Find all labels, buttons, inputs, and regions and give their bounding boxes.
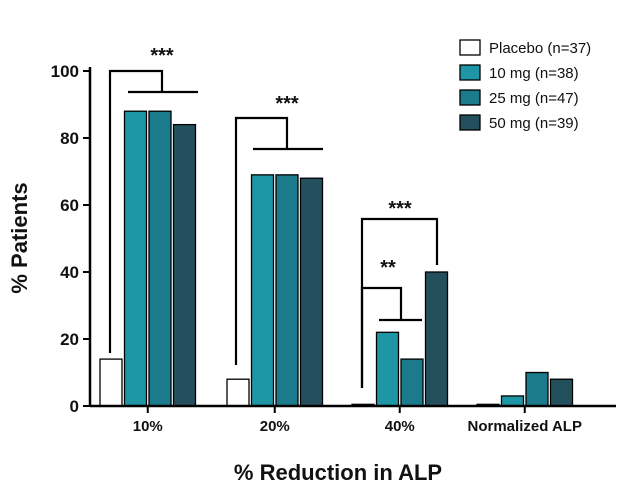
x-tick-label-4: Normalized ALP	[468, 418, 582, 435]
bar-4-1	[172, 123, 197, 407]
bar-1-1	[99, 358, 123, 407]
y-axis-title: % Patients	[7, 182, 32, 293]
y-tick-label-40: 40	[60, 263, 79, 282]
bar-4-4	[549, 378, 574, 407]
significance-layer: ***********	[108, 45, 439, 388]
bar-2-1	[123, 110, 148, 407]
bar-3-3	[400, 358, 424, 407]
y-tick-label-60: 60	[60, 196, 79, 215]
bar-4-2	[299, 177, 324, 407]
legend-swatch-4	[459, 114, 481, 131]
bracket-20-placebo	[234, 116, 289, 365]
bracket-40-placebo-low	[360, 286, 403, 388]
legend-swatch-3	[459, 89, 481, 106]
bar-4-3	[424, 271, 449, 407]
y-tick-label-100: 100	[51, 62, 79, 81]
bar-2-3	[375, 331, 400, 407]
legend: Placebo (n=37) 10 mg (n=38) 25 mg (n=47) 50…	[459, 39, 591, 132]
legend-label-3: 25 mg (n=47)	[489, 90, 579, 107]
bar-1-2	[226, 378, 250, 407]
x-axis-title: % Reduction in ALP	[234, 460, 442, 485]
legend-swatch-1	[459, 39, 481, 56]
axes-layer: 0 20 40 60 80 100 10% 20% 40% Normalized ALP	[51, 62, 616, 435]
legend-label-1: Placebo (n=37)	[489, 40, 591, 57]
bar-3-1	[148, 110, 172, 407]
bar-2-4	[500, 395, 525, 407]
y-tick-label-20: 20	[60, 330, 79, 349]
bar-3-2	[275, 174, 299, 407]
bracket-10-placebo	[108, 69, 164, 353]
y-tick-label-0: 0	[70, 397, 79, 416]
sig-label-40-high: ***	[388, 198, 412, 220]
x-tick-label-2: 20%	[260, 418, 290, 435]
legend-label-4: 50 mg (n=39)	[489, 115, 579, 132]
bar-3-4	[525, 371, 549, 407]
x-tick-label-1: 10%	[133, 418, 163, 435]
sig-label-20: ***	[275, 93, 299, 115]
bar-2-2	[250, 174, 275, 407]
legend-label-2: 10 mg (n=38)	[489, 65, 579, 82]
bars-layer	[99, 110, 574, 407]
y-tick-label-80: 80	[60, 129, 79, 148]
legend-swatch-2	[459, 64, 481, 81]
x-tick-label-3: 40%	[385, 418, 415, 435]
sig-label-40-low: **	[380, 257, 396, 279]
sig-label-10: ***	[150, 45, 174, 67]
